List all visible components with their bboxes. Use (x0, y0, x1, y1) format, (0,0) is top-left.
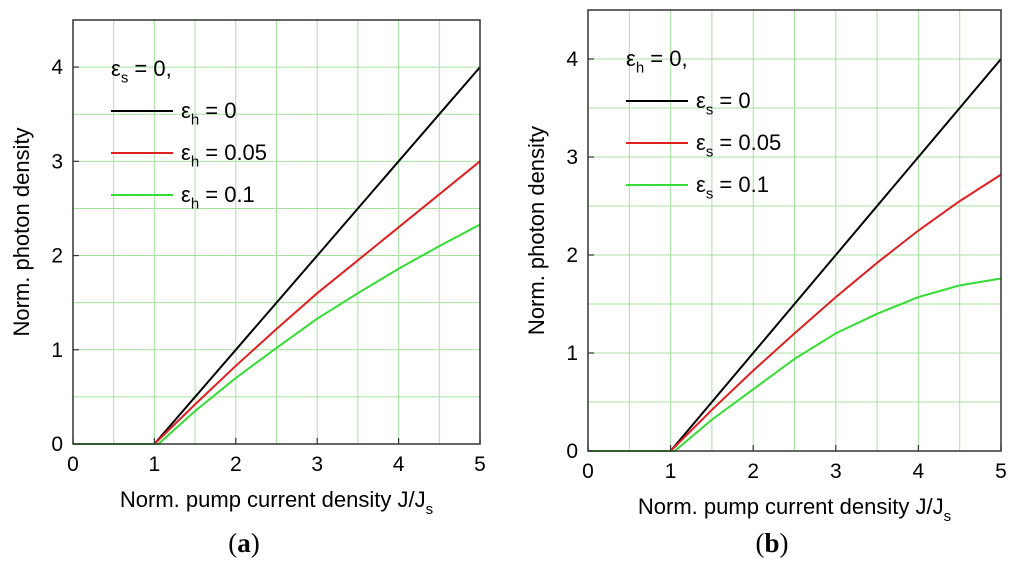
legend-label-2-symbol: ε (696, 130, 706, 155)
y-tick-label: 1 (51, 339, 63, 362)
x-axis-label-subscript: s (944, 508, 952, 525)
legend-label-2: εh = 0.05 (181, 140, 267, 171)
legend-header-subscript: h (636, 60, 644, 77)
chart-panel-a: 0 1 2 3 4 5 0 1 2 3 4 Norm. pump current density J/… (9, 19, 486, 518)
legend-label-1-subscript: h (191, 112, 199, 129)
x-tick-label: 4 (913, 460, 925, 483)
y-axis-label: Norm. photon density (524, 126, 549, 335)
y-tick-label: 4 (566, 48, 578, 71)
x-tick-label: 5 (995, 460, 1007, 483)
legend-label-1: εs = 0 (696, 88, 751, 119)
legend-label-3-subscript: h (191, 196, 199, 213)
legend-label-1-symbol: ε (181, 98, 191, 123)
caption-b: (b) (755, 528, 789, 558)
legend-header: εh = 0, (626, 46, 688, 77)
x-tick-label: 4 (393, 453, 405, 476)
legend-label-2-text: = 0.05 (713, 130, 781, 155)
x-tick-label: 1 (665, 460, 677, 483)
legend-header-text: = 0, (644, 46, 687, 71)
legend-label-3: εh = 0.1 (181, 182, 255, 213)
legend-label-1-symbol: ε (696, 88, 706, 113)
x-tick-label: 2 (747, 460, 759, 483)
legend-label-1-subscript: s (706, 102, 713, 119)
plot-frame (72, 19, 481, 445)
legend-label-3: εs = 0.1 (696, 172, 769, 203)
x-tick-label: 3 (311, 453, 323, 476)
x-axis-label: Norm. pump current density J/Js (638, 494, 951, 525)
series-line-2 (73, 160, 481, 445)
x-tick-label: 2 (230, 453, 242, 476)
legend-label-2-subscript: h (191, 154, 199, 171)
x-tick-label: 0 (582, 460, 594, 483)
legend-label-2-text: = 0.05 (199, 140, 267, 165)
y-tick-label: 2 (51, 245, 63, 268)
y-tick-label: 3 (51, 150, 63, 173)
legend-header-symbol: ε (111, 56, 121, 81)
plot-frame (587, 9, 1002, 452)
series-line-2 (588, 173, 1002, 452)
y-axis-label: Norm. photon density (9, 127, 34, 336)
legend-label-3-symbol: ε (696, 172, 706, 197)
x-tick-label: 0 (67, 453, 79, 476)
series-line-3 (73, 223, 481, 445)
x-axis-label-text: Norm. pump current density J/J (638, 494, 944, 519)
legend-label-3-symbol: ε (181, 182, 191, 207)
legend-label-1-text: = 0 (713, 88, 750, 113)
y-tick-label: 2 (566, 244, 578, 267)
legend-header: εs = 0, (111, 56, 172, 87)
y-tick-label: 1 (566, 342, 578, 365)
legend-label-3-text: = 0.1 (713, 172, 769, 197)
legend-label-1-text: = 0 (199, 98, 236, 123)
legend-label-2: εs = 0.05 (696, 130, 781, 161)
legend-label-3-subscript: s (706, 186, 713, 203)
legend-label-2-symbol: ε (181, 140, 191, 165)
legend-header-symbol: ε (626, 46, 636, 71)
legend-header-subscript: s (121, 70, 128, 87)
series-line-3 (588, 277, 1002, 452)
y-tick-label: 0 (51, 433, 63, 456)
caption-a: (a) (228, 528, 260, 558)
x-tick-label: 3 (830, 460, 842, 483)
y-tick-label: 0 (566, 440, 578, 463)
legend-label-2-subscript: s (706, 144, 713, 161)
legend-label-3-text: = 0.1 (199, 182, 255, 207)
x-axis-label-subscript: s (426, 501, 434, 518)
x-tick-label: 5 (474, 453, 486, 476)
legend-label-1: εh = 0 (181, 98, 236, 129)
legend-header-text: = 0, (128, 56, 171, 81)
x-tick-label: 1 (149, 453, 161, 476)
chart-panel-b: 0 1 2 3 4 5 0 1 2 3 4 Norm. pump current density J/… (524, 9, 1007, 525)
x-axis-label: Norm. pump current density J/Js (120, 487, 433, 518)
y-tick-label: 3 (566, 146, 578, 169)
x-axis-label-text: Norm. pump current density J/J (120, 487, 426, 512)
y-tick-label: 4 (51, 56, 63, 79)
